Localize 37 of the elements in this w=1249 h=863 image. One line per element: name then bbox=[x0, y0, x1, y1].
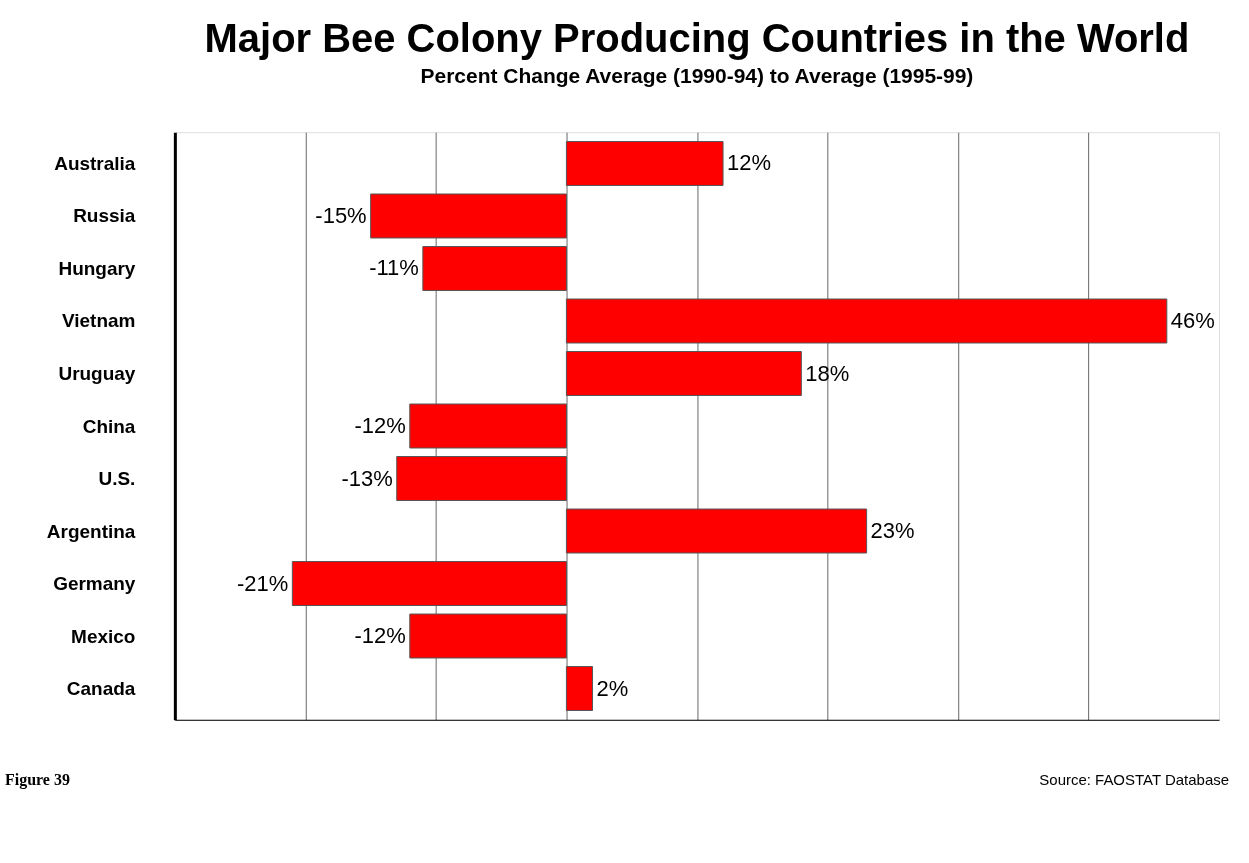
y-tick-label: Mexico bbox=[71, 625, 136, 647]
bar bbox=[565, 508, 868, 554]
bar bbox=[370, 193, 567, 239]
chart-title: Major Bee Colony Producing Countries in the World bbox=[204, 16, 1190, 61]
data-label: -11% bbox=[369, 255, 419, 281]
data-label: -12% bbox=[354, 413, 406, 438]
source-note: Source: FAOSTAT Database bbox=[1039, 770, 1230, 788]
caption: Figure 39 bbox=[5, 770, 70, 789]
bar bbox=[409, 613, 567, 659]
bar bbox=[565, 298, 1168, 344]
bar bbox=[422, 246, 567, 291]
bar bbox=[409, 403, 567, 449]
data-label: -13% bbox=[341, 465, 393, 491]
data-label: 12% bbox=[727, 150, 772, 176]
y-tick-label: Russia bbox=[73, 205, 136, 227]
data-label: 2% bbox=[596, 675, 629, 701]
data-label: 18% bbox=[805, 360, 850, 386]
bar bbox=[565, 141, 724, 186]
y-tick-label: U.S. bbox=[98, 468, 136, 490]
y-tick-label: Argentina bbox=[46, 520, 136, 542]
data-label: 46% bbox=[1170, 308, 1215, 333]
chart-subtitle: Percent Change Average (1990-94) to Average (1995-99) bbox=[420, 64, 974, 88]
y-tick-label: Hungary bbox=[58, 257, 136, 279]
y-tick-label: Germany bbox=[53, 573, 136, 595]
y-tick-label: Vietnam bbox=[61, 310, 136, 332]
bar bbox=[565, 666, 594, 712]
data-label: -21% bbox=[237, 570, 289, 596]
data-label: -12% bbox=[354, 623, 406, 649]
y-tick-label: Australia bbox=[54, 152, 136, 174]
y-tick-label: Uruguay bbox=[58, 363, 136, 384]
data-label: -15% bbox=[315, 202, 367, 228]
bar bbox=[291, 561, 567, 606]
y-tick-label: Canada bbox=[66, 678, 136, 700]
bar bbox=[396, 456, 567, 501]
y-tick-label: China bbox=[82, 415, 136, 437]
bar bbox=[565, 351, 802, 396]
data-label: 23% bbox=[870, 518, 915, 544]
